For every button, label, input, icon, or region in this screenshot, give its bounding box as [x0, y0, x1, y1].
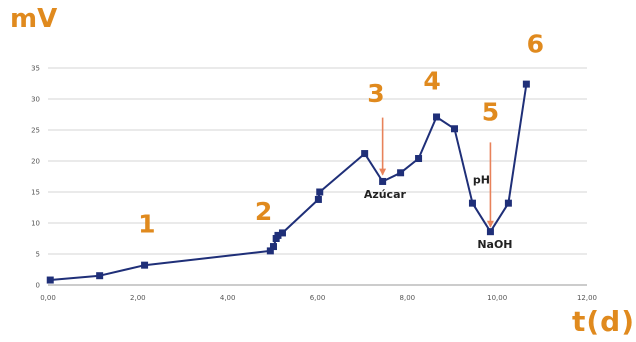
data-point	[397, 169, 405, 177]
x-tick-label: 8,00	[400, 294, 416, 302]
data-point	[316, 188, 324, 196]
chart-annotation: pH	[473, 173, 490, 186]
chart-annotation: Azúcar	[364, 188, 407, 201]
y-tick-label: 15	[31, 189, 40, 197]
chart-annotation: NaOH	[477, 238, 512, 251]
y-tick-label: 20	[31, 158, 40, 166]
x-tick-label: 10,00	[487, 294, 507, 302]
data-point	[278, 229, 286, 237]
data-point	[504, 199, 512, 207]
data-point	[266, 247, 274, 255]
data-point	[46, 276, 54, 284]
stage-number: 2	[255, 197, 272, 226]
y-tick-label: 0	[36, 282, 40, 290]
data-point	[433, 113, 441, 121]
annotation-arrowhead	[379, 168, 387, 176]
data-point	[361, 150, 369, 158]
data-point	[274, 231, 282, 239]
y-tick-label: 10	[31, 220, 40, 228]
x-tick-label: 0,00	[40, 294, 56, 302]
y-tick-label: 30	[31, 96, 40, 104]
y-tick-label: 35	[31, 65, 40, 73]
data-point	[522, 80, 530, 88]
stage-number: 4	[423, 67, 440, 96]
x-tick-label: 4,00	[220, 294, 236, 302]
annotation-arrowhead	[486, 220, 494, 228]
data-point	[141, 261, 149, 269]
data-point	[269, 243, 277, 251]
y-axis-label: mV	[10, 4, 58, 34]
data-point	[486, 228, 494, 236]
data-point	[379, 177, 387, 185]
x-tick-label: 12,00	[577, 294, 597, 302]
data-point	[415, 155, 423, 163]
stage-number: 5	[482, 98, 499, 127]
data-point	[450, 125, 458, 133]
stage-number: 3	[367, 79, 384, 108]
data-point	[96, 272, 104, 280]
x-tick-label: 2,00	[130, 294, 146, 302]
x-axis-label: t(d)	[572, 305, 636, 338]
data-point	[468, 199, 476, 207]
data-point	[314, 195, 322, 203]
stage-number: 1	[138, 209, 155, 238]
y-tick-label: 5	[36, 251, 40, 259]
y-tick-label: 25	[31, 127, 40, 135]
stage-number: 6	[527, 30, 544, 59]
x-tick-label: 6,00	[310, 294, 326, 302]
series-line	[50, 83, 528, 281]
